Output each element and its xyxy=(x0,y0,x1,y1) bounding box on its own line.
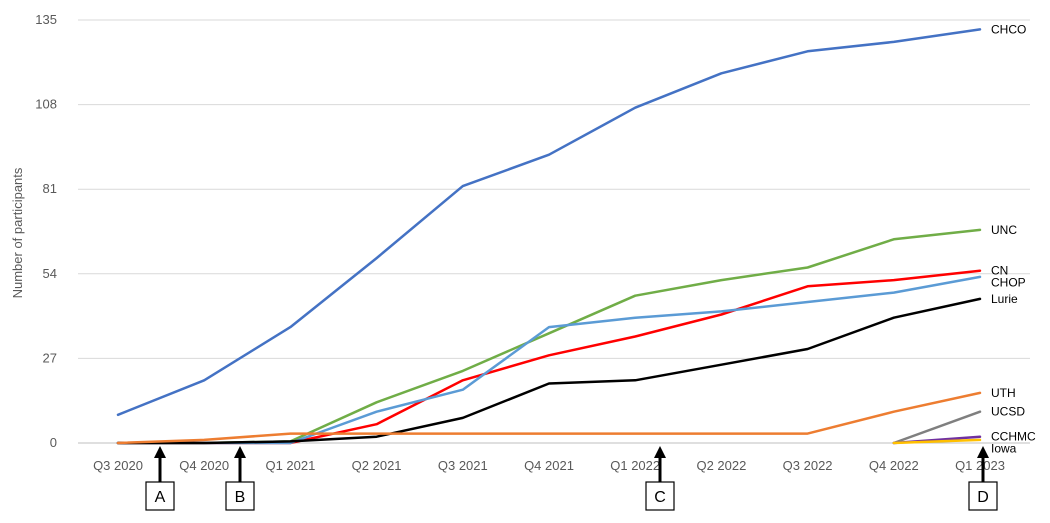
series-line-iowa xyxy=(892,438,982,445)
marker-box xyxy=(145,481,175,511)
series-line-chco xyxy=(116,28,982,417)
x-tick-label: Q1 2021 xyxy=(265,458,315,473)
y-tick-label: 81 xyxy=(43,181,57,196)
series-label-uth: UTH xyxy=(991,386,1016,400)
marker-box xyxy=(225,481,255,511)
series-label-cchmc: CCHMC xyxy=(991,430,1036,444)
y-axis-ticks: 0 27 54 81 108 135 xyxy=(35,12,57,450)
x-tick-label: Q2 2022 xyxy=(696,458,746,473)
x-tick-label: Q1 2022 xyxy=(610,458,660,473)
y-tick-label: 27 xyxy=(43,350,57,365)
x-tick-label: Q3 2021 xyxy=(438,458,488,473)
series-line-lurie xyxy=(116,297,982,445)
y-tick-label: 54 xyxy=(43,266,57,281)
series-label-iowa: Iowa xyxy=(991,442,1017,456)
x-tick-label: Q2 2021 xyxy=(352,458,402,473)
x-tick-label: Q1 2023 xyxy=(955,458,1005,473)
marker-label-b: B xyxy=(235,489,246,506)
series-line-uth xyxy=(116,391,982,445)
series-label-cn: CN xyxy=(991,264,1008,278)
marker-label-c: C xyxy=(654,489,666,506)
marker-box xyxy=(968,481,998,511)
series-line-chop xyxy=(116,275,982,445)
series-line-unc xyxy=(116,228,982,445)
y-axis-label: Number of participants xyxy=(10,167,25,298)
series-label-chco: CHCO xyxy=(991,22,1026,36)
x-tick-label: Q4 2021 xyxy=(524,458,574,473)
y-tick-label: 0 xyxy=(50,435,57,450)
x-axis-ticks: Q3 2020 Q4 2020 Q1 2021 Q2 2021 Q3 2021 Q4 20… xyxy=(93,458,1005,473)
marker-arrow-head xyxy=(654,446,666,458)
series-label-unc: UNC xyxy=(991,223,1017,237)
marker-arrow-head xyxy=(977,446,989,458)
y-tick-label: 108 xyxy=(35,97,57,112)
x-tick-label: Q3 2020 xyxy=(93,458,143,473)
series-label-chop: CHOP xyxy=(991,276,1026,290)
gridlines xyxy=(78,19,1030,444)
marker-arrow-head xyxy=(234,446,246,458)
marker-label-d: D xyxy=(977,489,989,506)
marker-box xyxy=(645,481,675,511)
marker-label-a: A xyxy=(155,489,166,506)
marker-arrow-head xyxy=(154,446,166,458)
x-tick-label: Q4 2020 xyxy=(179,458,229,473)
series-label-lurie: Lurie xyxy=(991,292,1018,306)
event-markers: A B C D xyxy=(145,446,998,511)
series-lines xyxy=(116,28,982,445)
x-tick-label: Q4 2022 xyxy=(869,458,919,473)
y-tick-label: 135 xyxy=(35,12,57,27)
series-label-ucsd: UCSD xyxy=(991,405,1025,419)
series-line-ucsd xyxy=(892,410,982,445)
x-tick-label: Q3 2022 xyxy=(783,458,833,473)
